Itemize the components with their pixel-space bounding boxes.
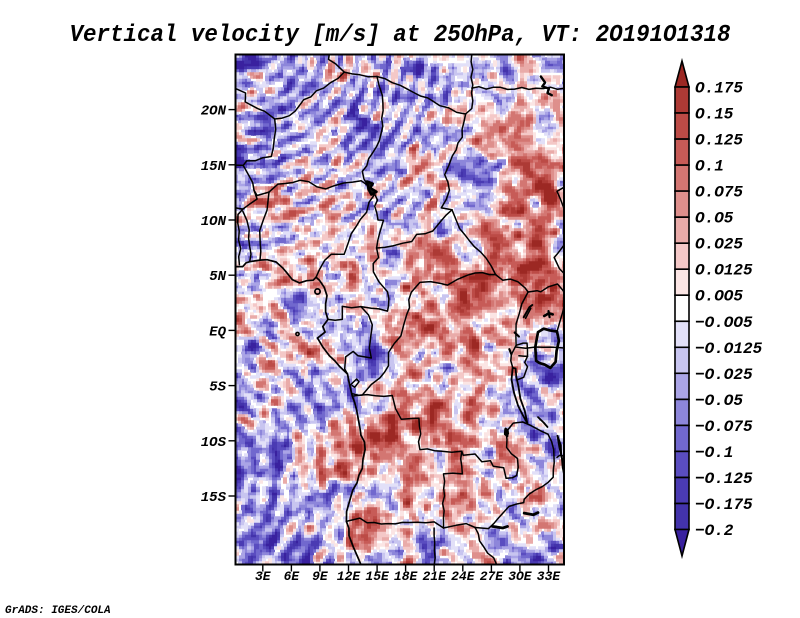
- svg-text:5S: 5S: [209, 380, 226, 396]
- svg-text:18E: 18E: [394, 569, 419, 584]
- svg-text:−O.O125: −O.O125: [695, 340, 763, 358]
- svg-text:O.OO5: O.OO5: [695, 288, 743, 306]
- svg-text:O.125: O.125: [695, 132, 743, 150]
- svg-text:O.175: O.175: [695, 80, 743, 98]
- svg-text:Vertical velocity [m/s] at 25O: Vertical velocity [m/s] at 25OhPa, VT: 2…: [70, 22, 731, 49]
- svg-text:O.15: O.15: [695, 106, 734, 124]
- svg-text:3E: 3E: [255, 569, 272, 584]
- svg-text:O.O25: O.O25: [695, 236, 743, 254]
- svg-text:2ON: 2ON: [201, 104, 227, 120]
- svg-text:1OS: 1OS: [201, 435, 227, 451]
- svg-text:−O.O5: −O.O5: [695, 392, 743, 410]
- svg-text:−O.O25: −O.O25: [695, 366, 753, 384]
- svg-text:O.O125: O.O125: [695, 262, 753, 280]
- svg-text:3OE: 3OE: [508, 569, 533, 584]
- svg-text:O.O5: O.O5: [695, 210, 734, 228]
- svg-text:−O.1: −O.1: [695, 444, 733, 462]
- svg-text:O.1: O.1: [695, 158, 724, 176]
- svg-text:27E: 27E: [480, 569, 505, 584]
- svg-text:GrADS: IGES/COLA: GrADS: IGES/COLA: [5, 605, 111, 617]
- svg-text:O.O75: O.O75: [695, 184, 743, 202]
- svg-text:15E: 15E: [365, 569, 390, 584]
- svg-text:5N: 5N: [209, 269, 226, 285]
- svg-text:9E: 9E: [312, 569, 329, 584]
- svg-text:1ON: 1ON: [201, 214, 227, 230]
- svg-text:−O.2: −O.2: [695, 522, 734, 540]
- svg-text:24E: 24E: [451, 569, 476, 584]
- svg-text:33E: 33E: [537, 569, 562, 584]
- svg-text:6E: 6E: [284, 569, 301, 584]
- svg-text:21E: 21E: [422, 569, 447, 584]
- svg-text:15S: 15S: [201, 490, 227, 506]
- svg-text:−O.O75: −O.O75: [695, 418, 753, 436]
- svg-text:−O.125: −O.125: [695, 470, 753, 488]
- svg-text:−O.175: −O.175: [695, 496, 753, 514]
- svg-text:15N: 15N: [201, 159, 227, 175]
- svg-text:12E: 12E: [337, 569, 362, 584]
- svg-text:−O.OO5: −O.OO5: [695, 314, 753, 332]
- svg-text:EQ: EQ: [209, 324, 226, 340]
